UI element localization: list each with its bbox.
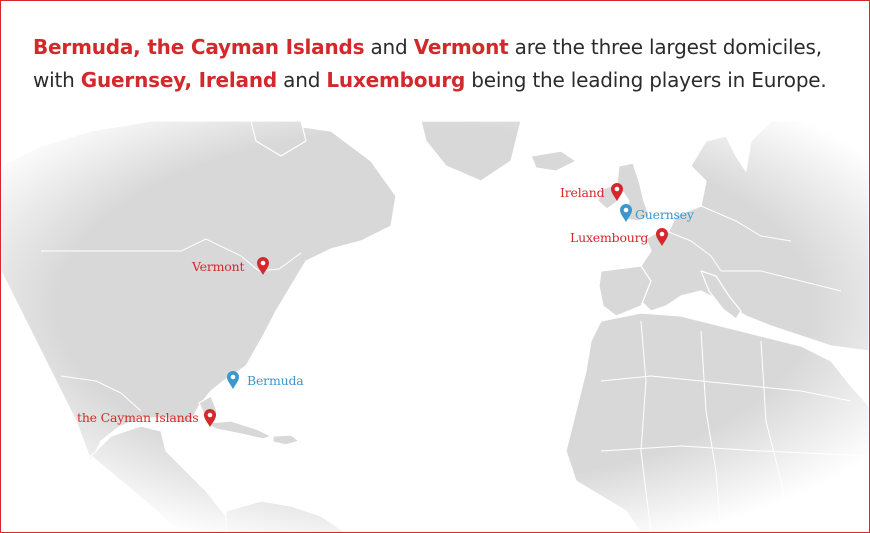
headline-text: and (277, 68, 327, 92)
headline: Bermuda, the Cayman Islands and Vermont … (33, 31, 853, 97)
headline-line-2: with Guernsey, Ireland and Luxembourg be… (33, 64, 853, 97)
highlight-vermont: Vermont (413, 35, 509, 59)
highlight-bermuda-cayman: Bermuda, the Cayman Islands (33, 35, 365, 59)
headline-text: with (33, 68, 81, 92)
world-map (1, 121, 869, 532)
headline-text: and (364, 35, 414, 59)
highlight-guernsey-ireland: Guernsey, Ireland (80, 68, 278, 92)
marker-label-cayman-islands: the Cayman Islands (77, 410, 199, 425)
marker-label-luxembourg: Luxembourg (570, 230, 649, 245)
headline-line-1: Bermuda, the Cayman Islands and Vermont … (33, 31, 853, 64)
marker-label-guernsey: Guernsey (635, 207, 694, 222)
vignette (1, 121, 869, 532)
marker-label-vermont: Vermont (192, 259, 245, 274)
headline-text: being the leading players in Europe. (465, 68, 827, 92)
marker-label-ireland: Ireland (560, 185, 605, 200)
highlight-luxembourg: Luxembourg (326, 68, 466, 92)
headline-text: are the three largest domiciles, (508, 35, 822, 59)
marker-label-bermuda: Bermuda (247, 373, 304, 388)
